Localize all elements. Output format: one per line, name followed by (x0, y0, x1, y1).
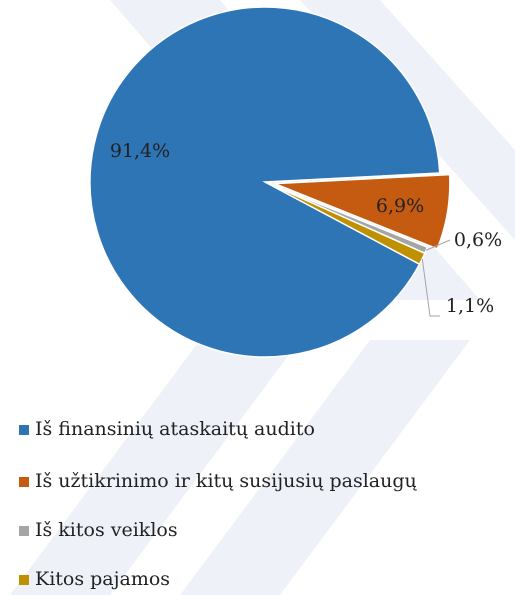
legend-swatch (19, 575, 29, 585)
data-label: 0,6% (454, 229, 502, 251)
data-label: 1,1% (446, 295, 494, 317)
legend-label: Iš kitos veiklos (35, 519, 178, 541)
pie-slice (274, 173, 451, 250)
legend-label: Kitos pajamos (35, 568, 170, 590)
data-label: 91,4% (110, 140, 170, 162)
pie-slice (89, 6, 441, 358)
legend-swatch (19, 425, 29, 435)
legend-label: Iš finansinių ataskaitų audito (35, 418, 315, 440)
leader-line (421, 258, 440, 317)
data-label: 6,9% (376, 195, 424, 217)
legend-swatch (19, 526, 29, 536)
leader-line (425, 239, 451, 251)
legend-swatch (19, 477, 29, 487)
legend-label: Iš užtikrinimo ir kitų susijusių paslaug… (35, 470, 418, 492)
